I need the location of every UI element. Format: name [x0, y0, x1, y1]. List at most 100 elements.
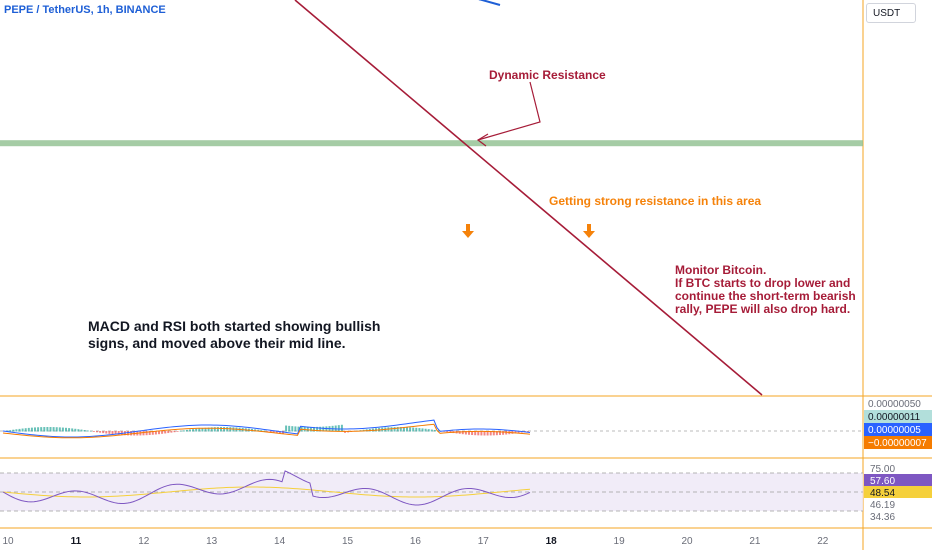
macd-histogram-bar	[390, 427, 393, 432]
macd-histogram-bar	[412, 427, 415, 432]
macd-histogram-bar	[99, 431, 102, 433]
x-tick-label: 11	[71, 536, 82, 547]
down-arrow-head	[583, 231, 595, 238]
macd-histogram-bar	[80, 429, 83, 432]
macd-value-label: 0.00000050	[868, 399, 921, 410]
macd-histogram-bar	[464, 431, 467, 435]
macd-histogram-bar	[421, 428, 424, 432]
macd-histogram-bar	[216, 427, 219, 432]
macd-value-label: 0.00000011	[868, 412, 921, 423]
macd-histogram-bar	[409, 427, 412, 432]
macd-histogram-bar	[477, 431, 480, 436]
macd-histogram-bar	[483, 431, 486, 436]
macd-histogram-bar	[58, 427, 61, 432]
macd-histogram-bar	[30, 427, 33, 432]
macd-value-label: 0.00000005	[868, 425, 921, 436]
macd-histogram-bar	[34, 427, 36, 432]
macd-histogram-bar	[430, 429, 433, 432]
support-zone	[0, 140, 863, 147]
down-arrow-head	[462, 231, 474, 238]
macd-histogram-bar	[427, 429, 430, 432]
macd-histogram-bar	[55, 427, 58, 432]
macd-histogram-bar	[517, 431, 520, 434]
macd-histogram-bar	[37, 427, 40, 432]
macd-histogram-bar	[111, 431, 114, 435]
macd-histogram-bar	[313, 426, 315, 432]
macd-histogram-bar	[288, 425, 291, 432]
macd-histogram-bar	[526, 431, 529, 432]
monitor-line-3: continue the short-term bearish	[675, 289, 856, 303]
macd-histogram-bar	[393, 427, 396, 432]
macd-histogram-bar	[148, 431, 151, 435]
macd-histogram-bar	[198, 428, 201, 432]
down-arrow-stem	[587, 224, 591, 231]
macd-histogram-bar	[189, 429, 191, 432]
macd-histogram-bar	[185, 429, 188, 432]
annotation-arrow	[477, 81, 541, 141]
macd-histogram-bar	[6, 430, 9, 432]
macd-histogram-bar	[18, 428, 21, 432]
macd-histogram-bar	[266, 431, 269, 432]
monitor-bitcoin-note: Monitor Bitcoin. If BTC starts to drop l…	[675, 264, 856, 316]
macd-histogram-bar	[340, 424, 343, 432]
x-tick-label: 18	[546, 536, 558, 547]
macd-histogram-bar	[21, 428, 24, 432]
macd-histogram-bar	[399, 427, 402, 432]
macd-histogram-bar	[71, 428, 74, 432]
macd-histogram-bar	[176, 431, 179, 432]
macd-histogram-bar	[86, 430, 89, 432]
macd-histogram-bar	[74, 428, 77, 432]
macd-histogram-bar	[486, 431, 489, 436]
macd-histogram-bar	[474, 431, 477, 436]
macd-histogram-bar	[495, 431, 498, 436]
currency-selector[interactable]: USDT	[866, 3, 916, 23]
macd-histogram-bar	[275, 431, 278, 433]
x-tick-label: 13	[206, 536, 218, 547]
monitor-line-1: Monitor Bitcoin.	[675, 263, 767, 277]
monitor-line-4: rally, PEPE will also drop hard.	[675, 302, 851, 316]
macd-histogram-bar	[182, 430, 185, 432]
macd-histogram-bar	[207, 427, 210, 432]
x-tick-label: 12	[138, 536, 150, 547]
macd-histogram-bar	[499, 431, 501, 436]
x-tick-label: 21	[749, 536, 761, 547]
macd-histogram-bar	[418, 428, 421, 432]
macd-histogram-bar	[102, 431, 105, 434]
symbol-title: PEPE / TetherUS, 1h, BINANCE	[4, 4, 166, 16]
macd-histogram-bar	[52, 427, 55, 432]
macd-histogram-bar	[263, 430, 266, 432]
macd-histogram-bar	[117, 431, 120, 435]
macd-histogram-bar	[77, 429, 80, 432]
macd-histogram-bar	[415, 427, 418, 432]
rsi-value-label: 34.36	[870, 512, 895, 523]
macd-histogram-bar	[114, 431, 117, 435]
macd-histogram-bar	[226, 427, 229, 432]
macd-histogram-bar	[40, 427, 43, 432]
macd-histogram-bar	[167, 431, 170, 434]
macd-histogram-bar	[489, 431, 492, 436]
macd-histogram-bar	[43, 427, 46, 432]
macd-histogram-bar	[396, 427, 399, 432]
macd-histogram-bar	[179, 430, 182, 432]
macd-histogram-bar	[24, 428, 27, 432]
x-tick-label: 17	[478, 536, 490, 547]
macd-histogram-bar	[269, 431, 272, 433]
macd-histogram-bar	[83, 429, 86, 432]
macd-histogram-bar	[108, 431, 111, 434]
x-tick-label: 22	[817, 536, 829, 547]
macd-histogram-bar	[223, 427, 226, 432]
macd-histogram-bar	[161, 431, 164, 434]
macd-value-label: −0.00000007	[868, 438, 927, 449]
x-tick-label: 19	[614, 536, 626, 547]
macd-histogram-bar	[492, 431, 495, 436]
rsi-value-label: 48.54	[870, 488, 895, 499]
macd-histogram-bar	[15, 429, 18, 432]
macd-histogram-bar	[9, 430, 12, 432]
macd-histogram-bar	[96, 431, 98, 433]
x-tick-label: 14	[274, 536, 286, 547]
x-tick-label: 15	[342, 536, 354, 547]
macd-histogram-bar	[319, 426, 322, 432]
macd-histogram-bar	[201, 428, 204, 432]
macd-histogram-bar	[151, 431, 154, 435]
